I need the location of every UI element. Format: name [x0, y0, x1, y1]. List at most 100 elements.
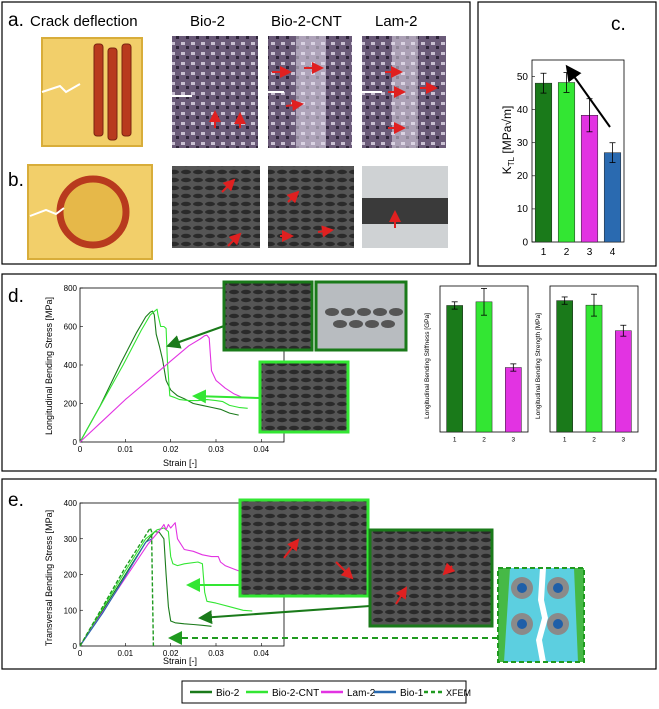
- chart-d-xtick-label-1: 0.01: [118, 445, 134, 454]
- legend-bio2cnt: Bio-2-CNT: [272, 688, 319, 699]
- panel-c-frame: [477, 1, 657, 267]
- chart-d-series-lam-2: [79, 334, 244, 443]
- chart-e-series-bio-1: [79, 538, 152, 647]
- chart-d-str-bar-3: [615, 330, 632, 433]
- chart-c-ytick-label-4: 40: [517, 105, 529, 116]
- chart-c-bar-1: [534, 82, 553, 243]
- chart-e: 0 0.01 0.02 0.03 0.04 0 100 200 300 400: [64, 499, 285, 658]
- chart-c-bar-3: [580, 115, 599, 243]
- chart-d-ytick-label-0: 0: [73, 438, 78, 447]
- panel-b-label: b.: [8, 170, 24, 191]
- inset-bio2cnt-transversal: [238, 498, 370, 598]
- chart-e-xtick-label-2: 0.02: [163, 649, 179, 658]
- chart-c-xtick-4: 4: [610, 247, 616, 258]
- chart-d-strength-ylabel: Longitudinal Bending Strength [MPa]: [535, 313, 542, 419]
- chart-c-xtick-2: 2: [564, 247, 570, 258]
- xfem-model-illustration: [497, 567, 585, 663]
- chart-d-stiff-bar-1: [446, 305, 463, 433]
- chart-d-xtick-label-0: 0: [78, 445, 83, 454]
- panel-e-frame: [1, 478, 657, 670]
- legend: Bio-2 Bio-2-CNT Lam-2 Bio-1 XFEM: [190, 688, 471, 699]
- chart-d-ytick-label-2: 400: [64, 361, 78, 370]
- chart-e-series-lam-2: [79, 522, 239, 647]
- chart-e-ytick-label-2: 200: [64, 571, 78, 580]
- chart-e-xtick-label-3: 0.03: [208, 649, 224, 658]
- arrow-e-dark: [198, 605, 371, 625]
- chart-e-series-bio-2-cnt: [79, 527, 253, 647]
- chart-e-ytick-label-4: 400: [64, 499, 78, 508]
- chart-d-ytick-label-4: 800: [64, 284, 78, 293]
- legend-bio2: Bio-2: [216, 688, 240, 699]
- inset-lam2-longitudinal: [314, 280, 408, 352]
- legend-bio1: Bio-1: [400, 688, 424, 699]
- chart-d-strength: 1 2 3: [549, 285, 639, 444]
- micrograph-bio2-a: [172, 36, 258, 148]
- panel-a-label: a.: [8, 10, 24, 31]
- chart-c-ytick-label-5: 50: [517, 72, 529, 83]
- chart-d-stiffness: 1 2 3: [439, 285, 529, 444]
- chart-e-ytick-label-3: 300: [64, 535, 78, 544]
- chart-d-str-xtick-1: 1: [563, 437, 567, 444]
- chart-d: 0 0.01 0.02 0.03 0.04 0 200 400 600 800: [64, 284, 285, 454]
- chart-e-xlabel: Strain [-]: [163, 656, 197, 666]
- column-bio2: Bio-2: [190, 13, 225, 30]
- chart-d-str-xtick-2: 2: [592, 437, 596, 444]
- chart-d-stiff-xtick-3: 3: [512, 437, 516, 444]
- chart-d-str-xtick-3: 3: [622, 437, 626, 444]
- chart-c-ytick-label-1: 10: [517, 204, 529, 215]
- chart-d-xtick-label-4: 0.04: [254, 445, 270, 454]
- chart-e-series-bio-2: [79, 531, 212, 647]
- chart-e-xtick-label-0: 0: [78, 649, 83, 658]
- chart-c-ylabel: KTL [MPa√m]: [500, 106, 516, 175]
- chart-c-axes-box: [531, 59, 625, 243]
- trend-arrow-c: [565, 64, 611, 128]
- panel-e-label: e.: [8, 490, 24, 511]
- red-arrows-e: [283, 538, 456, 605]
- column-bio2cnt: Bio-2-CNT: [271, 13, 342, 30]
- legend-lam2: Lam-2: [347, 688, 376, 699]
- red-arrows-b: [221, 178, 401, 247]
- chart-d-ytick-label-3: 600: [64, 323, 78, 332]
- arrow-d-dark: [166, 325, 225, 349]
- inset-bio2-transversal: [368, 528, 494, 628]
- chart-c-bar-4: [603, 152, 622, 243]
- crack-deflection-illustration-b: [27, 164, 153, 260]
- chart-e-ylabel: Transversal Bending Stress [MPa]: [44, 510, 54, 646]
- chart-d-ylabel: Longitudinal Bending Stress [MPa]: [44, 297, 54, 435]
- crack-deflection-illustration-a: [41, 37, 143, 147]
- panel-ab-frame: [1, 1, 471, 265]
- chart-d-xlabel: Strain [-]: [163, 458, 197, 468]
- crack-deflection-heading: Crack deflection: [30, 13, 138, 30]
- arrow-d-light: [192, 389, 261, 404]
- chart-c-bar-2: [557, 82, 576, 243]
- chart-d-stiff-bar-2: [475, 301, 493, 433]
- chart-d-str-bar-1: [556, 300, 573, 433]
- chart-c-ytick-label-2: 20: [517, 171, 529, 182]
- chart-d-stiff-xtick-2: 2: [482, 437, 486, 444]
- inset-bio2cnt-longitudinal: [258, 360, 350, 434]
- chart-c-xtick-1: 1: [541, 247, 547, 258]
- panel-d-label: d.: [8, 286, 24, 307]
- chart-d-ytick-label-1: 200: [64, 400, 78, 409]
- chart-e-ytick-label-1: 100: [64, 606, 78, 615]
- chart-d-stiffness-ylabel: Longitudinal Bending Stiffness [GPa]: [424, 313, 431, 419]
- panel-c-label: c.: [611, 14, 626, 35]
- chart-d-series-bio-2: [79, 310, 239, 443]
- chart-c-xtick-3: 3: [587, 247, 593, 258]
- chart-d-str-bar-2: [585, 304, 603, 433]
- micrograph-bio2-b: [172, 166, 260, 248]
- inset-bio2-longitudinal: [222, 280, 314, 352]
- chart-d-stiff-xtick-1: 1: [453, 437, 457, 444]
- legend-xfem: XFEM: [446, 688, 471, 698]
- chart-e-xtick-label-1: 0.01: [118, 649, 134, 658]
- chart-d-stiff-bar-3: [505, 367, 522, 433]
- chart-c-ytick-label-3: 30: [517, 138, 529, 149]
- chart-c-ytick-label-0: 0: [522, 237, 528, 248]
- chart-d-xtick-label-2: 0.02: [163, 445, 179, 454]
- chart-d-xtick-label-3: 0.03: [208, 445, 224, 454]
- panel-d-frame: [1, 273, 657, 472]
- chart-e-ytick-label-0: 0: [73, 642, 78, 651]
- red-arrows-a: [209, 62, 438, 134]
